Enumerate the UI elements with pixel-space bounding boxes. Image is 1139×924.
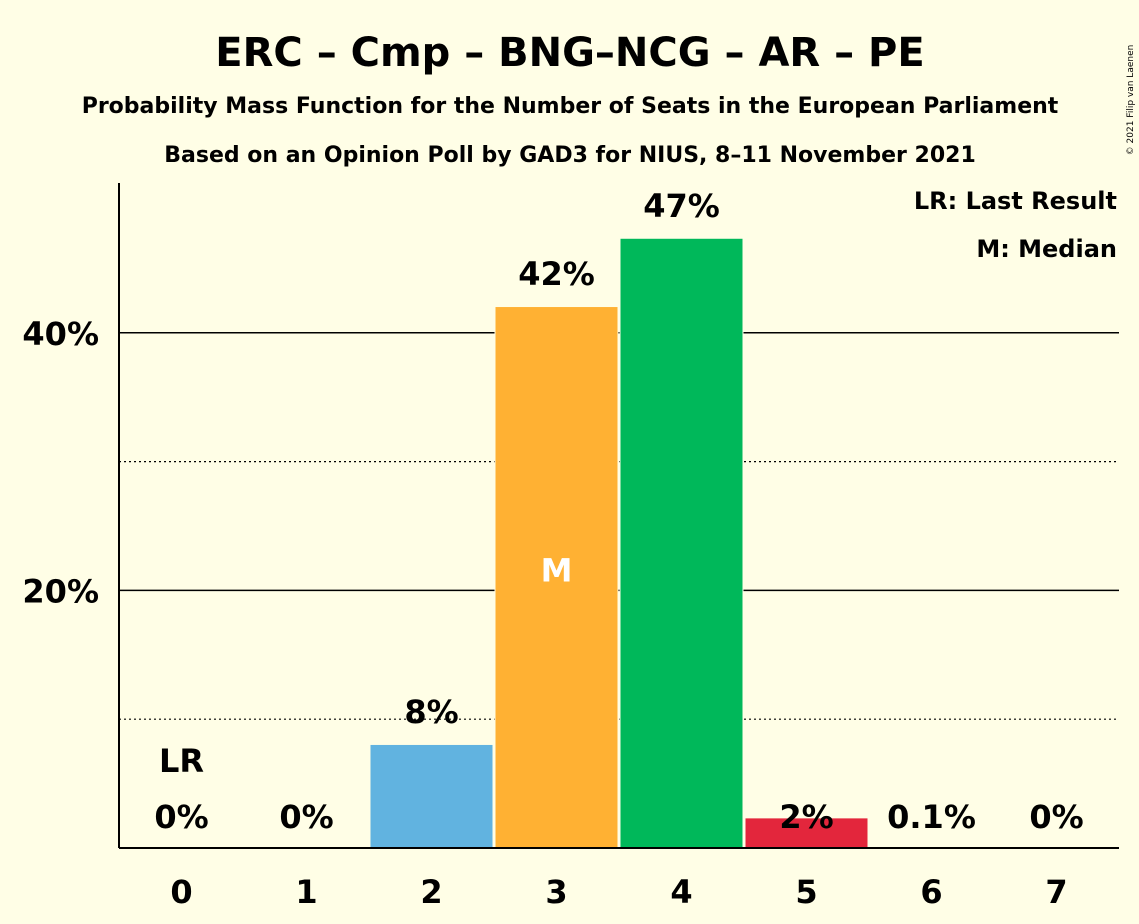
x-tick-label: 5 — [795, 873, 817, 911]
value-label: 42% — [518, 255, 595, 293]
value-label: 0.1% — [887, 798, 976, 836]
chart-subtitle-source: Based on an Opinion Poll by GAD3 for NIU… — [164, 143, 976, 168]
y-tick-label: 40% — [22, 315, 99, 353]
axes: 20% 40% 0 1 2 3 4 5 6 7 — [22, 183, 1119, 911]
value-label: 2% — [779, 798, 833, 836]
x-tick-label: 3 — [545, 873, 567, 911]
copyright-notice: © 2021 Filip van Laenen — [1126, 45, 1136, 156]
bar-seats-3 — [495, 307, 618, 848]
chart-subtitle: Probability Mass Function for the Number… — [82, 94, 1059, 119]
bar-seats-5 — [745, 818, 868, 848]
y-tick-label: 20% — [22, 572, 99, 610]
legend-last-result: LR: Last Result — [914, 187, 1117, 215]
x-tick-label: 6 — [920, 873, 942, 911]
bar-seats-2 — [370, 744, 493, 848]
value-label: 8% — [404, 693, 458, 731]
gridlines — [119, 332, 1119, 720]
value-label: 0% — [154, 798, 208, 836]
bar-seats-4 — [620, 238, 743, 848]
legend-median: M: Median — [976, 235, 1117, 263]
value-label: 0% — [1029, 798, 1083, 836]
x-tick-label: 0 — [170, 873, 192, 911]
x-tick-label: 1 — [295, 873, 317, 911]
x-tick-label: 7 — [1045, 873, 1067, 911]
value-labels: 0% 0% 8% 42% 47% 2% 0.1% 0% LR M — [154, 187, 1083, 836]
bars — [369, 238, 994, 848]
last-result-marker: LR — [159, 742, 204, 780]
median-marker: M — [541, 552, 573, 590]
chart-title: ERC – Cmp – BNG–NCG – AR – PE — [215, 30, 924, 76]
x-tick-label: 4 — [670, 873, 692, 911]
value-label: 47% — [643, 187, 720, 225]
value-label: 0% — [279, 798, 333, 836]
x-tick-label: 2 — [420, 873, 442, 911]
